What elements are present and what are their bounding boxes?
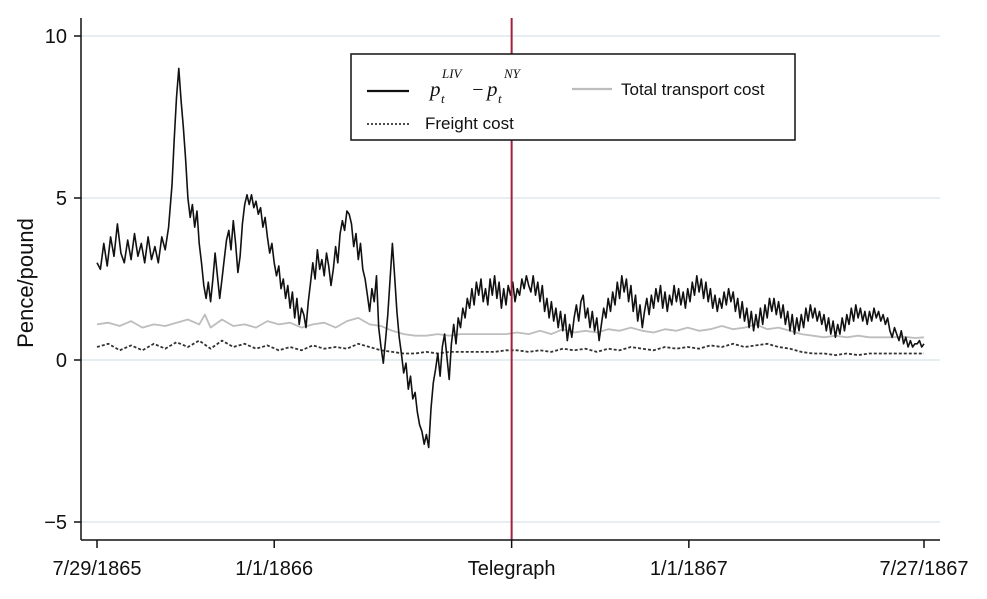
y-tick-label: −5 [44, 512, 67, 534]
legend-math-p2: p [485, 77, 498, 101]
series-line-total_cost [96, 313, 925, 339]
legend-label-price-gap: p t LIV − p t NY [428, 66, 522, 106]
legend: p t LIV − p t NY Total transport cost Fr… [350, 53, 796, 141]
axes [80, 18, 940, 541]
legend-label-total-transport-cost: Total transport cost [621, 80, 765, 99]
legend-math-sup1: LIV [441, 66, 464, 81]
y-axis-title: Pence/pound [13, 218, 38, 348]
legend-box [350, 53, 796, 141]
legend-label-freight-cost: Freight cost [425, 114, 514, 133]
y-tick-label: 0 [56, 350, 67, 372]
x-tick-label: 7/29/1865 [53, 558, 142, 580]
tick-labels: −5 0 5 10 7/29/1865 1/1/1866 Telegraph 1/1/1867… [44, 26, 968, 580]
x-tick-label: 7/27/1867 [880, 558, 969, 580]
x-tick-label: 1/1/1867 [650, 558, 728, 580]
legend-math-p1: p [428, 77, 441, 101]
legend-math-sub2: t [498, 91, 502, 106]
y-tick-label: 10 [45, 26, 67, 48]
x-tick-label: 1/1/1866 [235, 558, 313, 580]
grid-lines [81, 35, 940, 523]
legend-math-minus: − [471, 79, 485, 101]
series-line-freight [96, 339, 924, 356]
legend-math-sub1: t [441, 91, 445, 106]
y-tick-label: 5 [56, 188, 67, 210]
series-line-price_gap [96, 67, 925, 449]
x-tick-label: Telegraph [468, 558, 556, 580]
legend-math-sup2: NY [503, 66, 522, 81]
